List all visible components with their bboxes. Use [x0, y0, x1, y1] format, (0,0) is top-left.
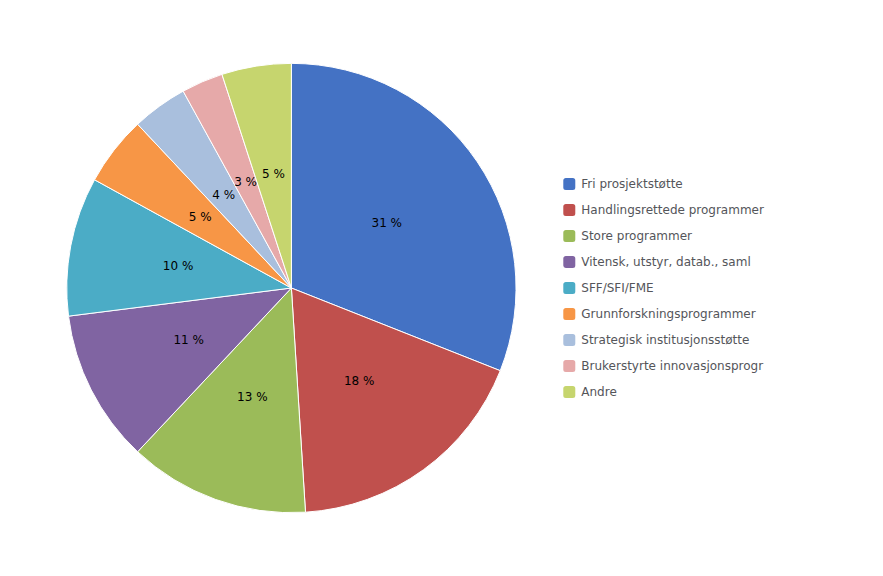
svg-text:Andre: Andre [581, 385, 616, 399]
svg-text:Brukerstyrte innovasjonsprogr: Brukerstyrte innovasjonsprogr [581, 359, 763, 373]
svg-text:Fri prosjektstøtte: Fri prosjektstøtte [581, 177, 682, 191]
svg-text:5 %: 5 % [189, 210, 212, 224]
svg-text:Grunnforskningsprogrammer: Grunnforskningsprogrammer [581, 307, 755, 321]
svg-text:18 %: 18 % [344, 374, 375, 388]
svg-text:Vitensk, utstyr, datab., saml: Vitensk, utstyr, datab., saml [581, 255, 750, 269]
svg-text:11 %: 11 % [173, 333, 204, 347]
svg-text:Strategisk institusjonsstøtte: Strategisk institusjonsstøtte [581, 333, 749, 347]
svg-text:31 %: 31 % [372, 216, 403, 230]
svg-text:5 %: 5 % [262, 167, 285, 181]
svg-text:SFF/SFI/FME: SFF/SFI/FME [581, 281, 653, 295]
svg-text:Store programmer: Store programmer [581, 229, 692, 243]
svg-text:10 %: 10 % [163, 259, 194, 273]
svg-text:4 %: 4 % [212, 188, 235, 202]
svg-text:Handlingsrettede programmer: Handlingsrettede programmer [581, 203, 764, 217]
svg-text:13 %: 13 % [237, 390, 268, 404]
svg-text:3 %: 3 % [234, 175, 257, 189]
